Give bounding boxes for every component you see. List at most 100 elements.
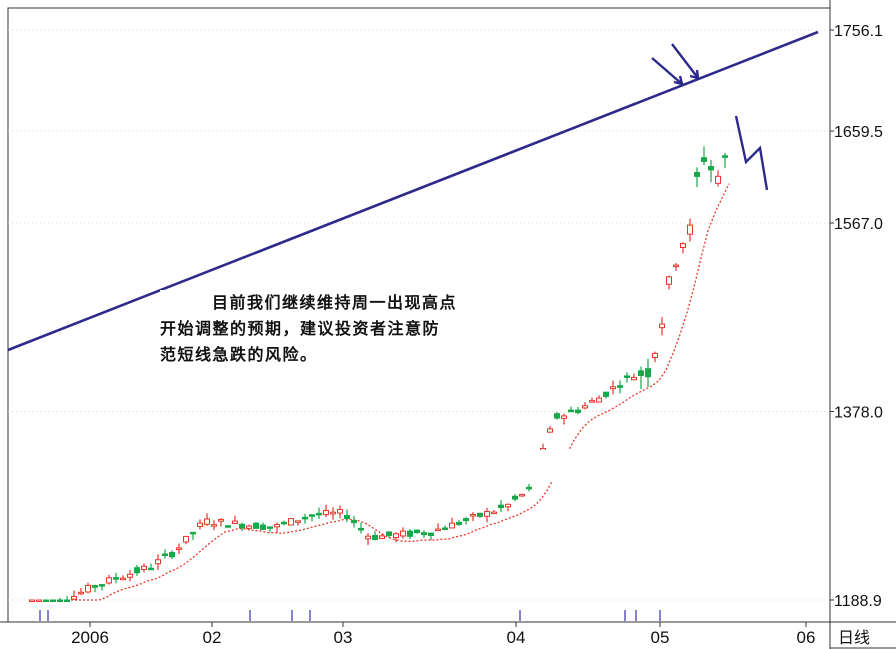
candle-body bbox=[582, 405, 588, 409]
candle-body bbox=[92, 585, 98, 588]
candle-body bbox=[701, 157, 707, 162]
candle-body bbox=[722, 155, 728, 158]
candle-body bbox=[113, 577, 119, 580]
candle-body bbox=[197, 522, 203, 527]
candle-body bbox=[421, 532, 427, 536]
candle-body bbox=[365, 535, 371, 540]
arrow-icon bbox=[651, 57, 684, 86]
candle-body bbox=[57, 599, 63, 602]
candle-body bbox=[526, 486, 532, 490]
candle-body bbox=[512, 495, 518, 500]
candle-body bbox=[64, 599, 70, 602]
candle-body bbox=[505, 503, 511, 508]
candle-body bbox=[708, 166, 714, 171]
candle-body bbox=[372, 534, 378, 540]
candle-body bbox=[673, 264, 679, 268]
candle-body bbox=[316, 512, 322, 516]
candle-body bbox=[666, 276, 672, 285]
moving-average-line bbox=[71, 183, 730, 601]
candle-body bbox=[589, 400, 595, 403]
candle-body bbox=[603, 391, 609, 397]
candle-body bbox=[386, 531, 392, 536]
candle-body bbox=[568, 409, 574, 413]
candle-body bbox=[127, 573, 133, 578]
candle-body bbox=[288, 518, 294, 526]
candle-body bbox=[323, 510, 329, 516]
candle-body bbox=[435, 528, 441, 532]
candle-body bbox=[246, 525, 252, 529]
x-axis-ticks: 2006 02 03 04 05 06 bbox=[71, 622, 815, 647]
candle-body bbox=[267, 526, 273, 529]
candle-body bbox=[687, 224, 693, 235]
candles bbox=[29, 146, 728, 602]
candle-body bbox=[477, 512, 483, 517]
candle-body bbox=[463, 518, 469, 521]
candle-body bbox=[309, 514, 315, 517]
candle-body bbox=[281, 521, 287, 525]
arrow-icon bbox=[671, 43, 700, 80]
candle-body bbox=[624, 375, 630, 378]
candle-body bbox=[232, 520, 238, 524]
candle-body bbox=[379, 535, 385, 540]
ma-line bbox=[71, 183, 730, 601]
candle-body bbox=[50, 599, 56, 602]
candle-body bbox=[715, 175, 721, 184]
candle-body bbox=[617, 385, 623, 388]
candle-body bbox=[519, 493, 525, 497]
candle-body bbox=[169, 552, 175, 558]
candle-body bbox=[225, 525, 231, 528]
y-tick-label: 1659.5 bbox=[834, 124, 883, 141]
candle-body bbox=[162, 553, 168, 557]
candle-body bbox=[85, 584, 91, 593]
candle-body bbox=[43, 599, 49, 602]
candle-body bbox=[99, 584, 105, 587]
candle-body bbox=[211, 524, 217, 527]
candle-body bbox=[330, 511, 336, 515]
volume-ticks bbox=[39, 610, 661, 621]
candle-body bbox=[393, 533, 399, 539]
x-tick-label: 04 bbox=[507, 628, 526, 647]
candle-body bbox=[190, 531, 196, 535]
candle-body bbox=[204, 518, 210, 525]
annotation-line-1: 目前我们继续维持周一出现高点 bbox=[212, 293, 458, 312]
candle-body bbox=[694, 171, 700, 177]
x-tick-label: 2006 bbox=[71, 628, 109, 647]
candle-body bbox=[407, 530, 413, 537]
candle-body bbox=[680, 243, 686, 249]
candle-body bbox=[302, 516, 308, 520]
candle-body bbox=[442, 527, 448, 530]
candle-body bbox=[176, 547, 182, 550]
candle-body bbox=[358, 527, 364, 531]
y-tick-label: 1188.9 bbox=[834, 593, 882, 610]
candle-body bbox=[344, 515, 350, 519]
period-label: 日线 bbox=[838, 628, 870, 647]
candle-body bbox=[631, 376, 637, 381]
candle-body bbox=[470, 514, 476, 517]
candle-body bbox=[71, 596, 77, 600]
blank-patch bbox=[508, 450, 740, 482]
candle-body bbox=[36, 599, 42, 602]
candle-body bbox=[645, 368, 651, 378]
candle-body bbox=[78, 591, 84, 595]
candle-body bbox=[155, 559, 161, 565]
candle-body bbox=[484, 511, 490, 517]
candle-body bbox=[498, 504, 504, 509]
x-tick-label: 05 bbox=[651, 628, 670, 647]
candle-body bbox=[120, 577, 126, 581]
candle-body bbox=[351, 520, 357, 524]
candle-body bbox=[295, 520, 301, 523]
candle-body bbox=[253, 522, 259, 529]
y-axis-ticks: 1756.1 1659.5 1567.0 1378.0 1188.9 bbox=[830, 23, 883, 610]
grid bbox=[8, 29, 830, 601]
candle-body bbox=[106, 577, 112, 584]
candle-body bbox=[239, 523, 245, 529]
candle-body bbox=[596, 397, 602, 403]
trendline-annotations bbox=[7, 30, 819, 352]
candle-body bbox=[260, 524, 266, 530]
candle-body bbox=[29, 599, 35, 602]
candle-body bbox=[148, 567, 154, 571]
candle-body bbox=[337, 509, 343, 514]
annotation-text: 目前我们继续维持周一出现高点 开始调整的预期，建议投资者注意防 范短线急跌的风险… bbox=[160, 290, 540, 368]
